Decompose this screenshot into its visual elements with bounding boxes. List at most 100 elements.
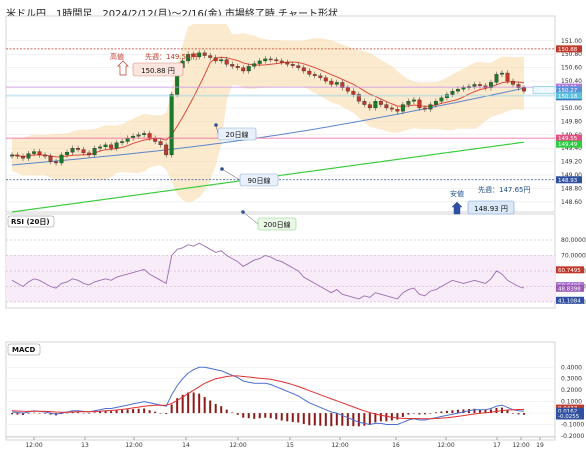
macd-histogram-bar [368, 413, 371, 426]
candle-body [378, 101, 383, 105]
macd-histogram-bar [357, 413, 360, 427]
candle-body [213, 57, 218, 62]
ma-callout-label: 20日線 [226, 130, 249, 139]
macd-histogram-bar [286, 413, 289, 422]
candle-body [37, 151, 42, 156]
low-price-value: 148.93 円 [474, 205, 508, 213]
x-tick-label: 13 [81, 442, 89, 449]
macd-histogram-bar [346, 413, 349, 426]
candle-body [439, 97, 444, 102]
macd-histogram-bar [291, 413, 294, 423]
macd-histogram-bar [434, 412, 437, 414]
macd-histogram-bar [445, 410, 448, 414]
macd-tag-label: 0.0162 [558, 409, 577, 415]
candle-body [395, 109, 400, 112]
candle-body [367, 104, 372, 109]
high-label: 高値 [110, 52, 124, 61]
macd-panel-frame [5, 341, 556, 441]
rsi-tag-label: 48.8398 [558, 286, 581, 292]
candle-body [224, 59, 229, 65]
price-tag-label: 149.55 [558, 136, 578, 142]
macd-histogram-bar [297, 413, 300, 423]
macd-histogram-bar [429, 413, 432, 414]
candle-body [114, 142, 119, 149]
low-prev-week-label: 先週：147.65円 [478, 185, 531, 194]
price-tag [556, 45, 582, 53]
macd-histogram-bar [484, 410, 487, 414]
bollinger-band [12, 24, 524, 203]
low-label: 安値 [450, 189, 464, 198]
candle-body [433, 101, 438, 105]
x-tick-label: 17 [493, 442, 501, 449]
high-prev-week-label: 先週：149.57円 [145, 52, 198, 61]
price-tick-label: 149.80 [561, 118, 582, 125]
price-tag [556, 140, 582, 148]
macd-tick-label: 0.1000 [561, 399, 582, 406]
macd-tick-label: 0.3000 [561, 376, 582, 383]
x-tick-label: 12:00 [229, 442, 246, 449]
ma-callout-box [239, 173, 279, 187]
candle-body [103, 144, 108, 148]
price-tick-label: 151.00 [561, 38, 582, 45]
macd-histogram-bar [16, 413, 19, 415]
candle-body [296, 65, 301, 68]
candle-body [428, 104, 433, 110]
candle-body [26, 153, 31, 159]
macd-histogram-bar [231, 412, 234, 414]
candle-body [489, 82, 493, 88]
macd-histogram-bar [49, 413, 52, 415]
candle-body [10, 154, 14, 157]
rsi-title: RSI (20日) [11, 218, 50, 226]
macd-histogram-bar [236, 413, 239, 415]
macd-histogram-bar [110, 411, 113, 414]
macd-histogram-bar [396, 413, 399, 420]
candle-body [323, 77, 328, 82]
macd-histogram-bar [192, 392, 195, 414]
macd-histogram-bar [143, 408, 146, 414]
price-tag-label: 149.49 [558, 142, 578, 148]
macd-histogram-bar [33, 412, 36, 414]
chart-title: 米ドル円 1時間足 2024/2/12(月)～2/16(金) 市場終了時 チャー… [6, 9, 338, 20]
x-tick-label: 12:00 [125, 442, 142, 449]
candle-body [411, 99, 416, 102]
macd-histogram-bar [165, 413, 168, 415]
rsi-title-box [7, 215, 55, 228]
macd-histogram-bar [77, 412, 80, 414]
candle-body [422, 107, 427, 110]
candle-body [257, 60, 262, 64]
price-tag-label: 150.88 [558, 47, 578, 53]
macd-histogram-bar [473, 408, 476, 414]
candle-body [345, 87, 350, 92]
macd-histogram-bar [132, 409, 135, 414]
macd-histogram-bar [374, 413, 377, 423]
ma-callout-leader [215, 124, 219, 135]
macd-histogram-bar [319, 413, 322, 426]
macd-histogram-bar [324, 413, 327, 426]
macd-line [11, 366, 525, 426]
macd-histogram-bar [418, 413, 421, 415]
candle-body [340, 82, 345, 88]
macd-histogram-bar [269, 413, 272, 419]
candle-body [147, 133, 152, 139]
rsi-tag [556, 266, 584, 274]
price-tick-label: 148.60 [561, 199, 582, 206]
candle-body [268, 58, 273, 61]
macd-histogram-bar [412, 413, 415, 414]
macd-histogram-bar [495, 407, 498, 414]
rsi-band [6, 255, 555, 302]
candle-body [362, 101, 367, 105]
macd-histogram-bar [121, 409, 124, 414]
macd-histogram-bar [517, 413, 520, 415]
candle-body [169, 94, 174, 156]
symbol-label: USD/JPY [535, 88, 557, 94]
macd-histogram-bar [170, 404, 173, 414]
candle-body [417, 99, 422, 109]
x-tick-label: 14 [182, 442, 190, 449]
high-price-value: 150.88 円 [141, 67, 175, 75]
candle-body [208, 55, 213, 58]
price-tick-label: 149.40 [561, 145, 582, 152]
macd-histogram-bar [242, 413, 245, 418]
macd-histogram-bar [523, 413, 525, 415]
macd-histogram-bar [225, 409, 228, 414]
